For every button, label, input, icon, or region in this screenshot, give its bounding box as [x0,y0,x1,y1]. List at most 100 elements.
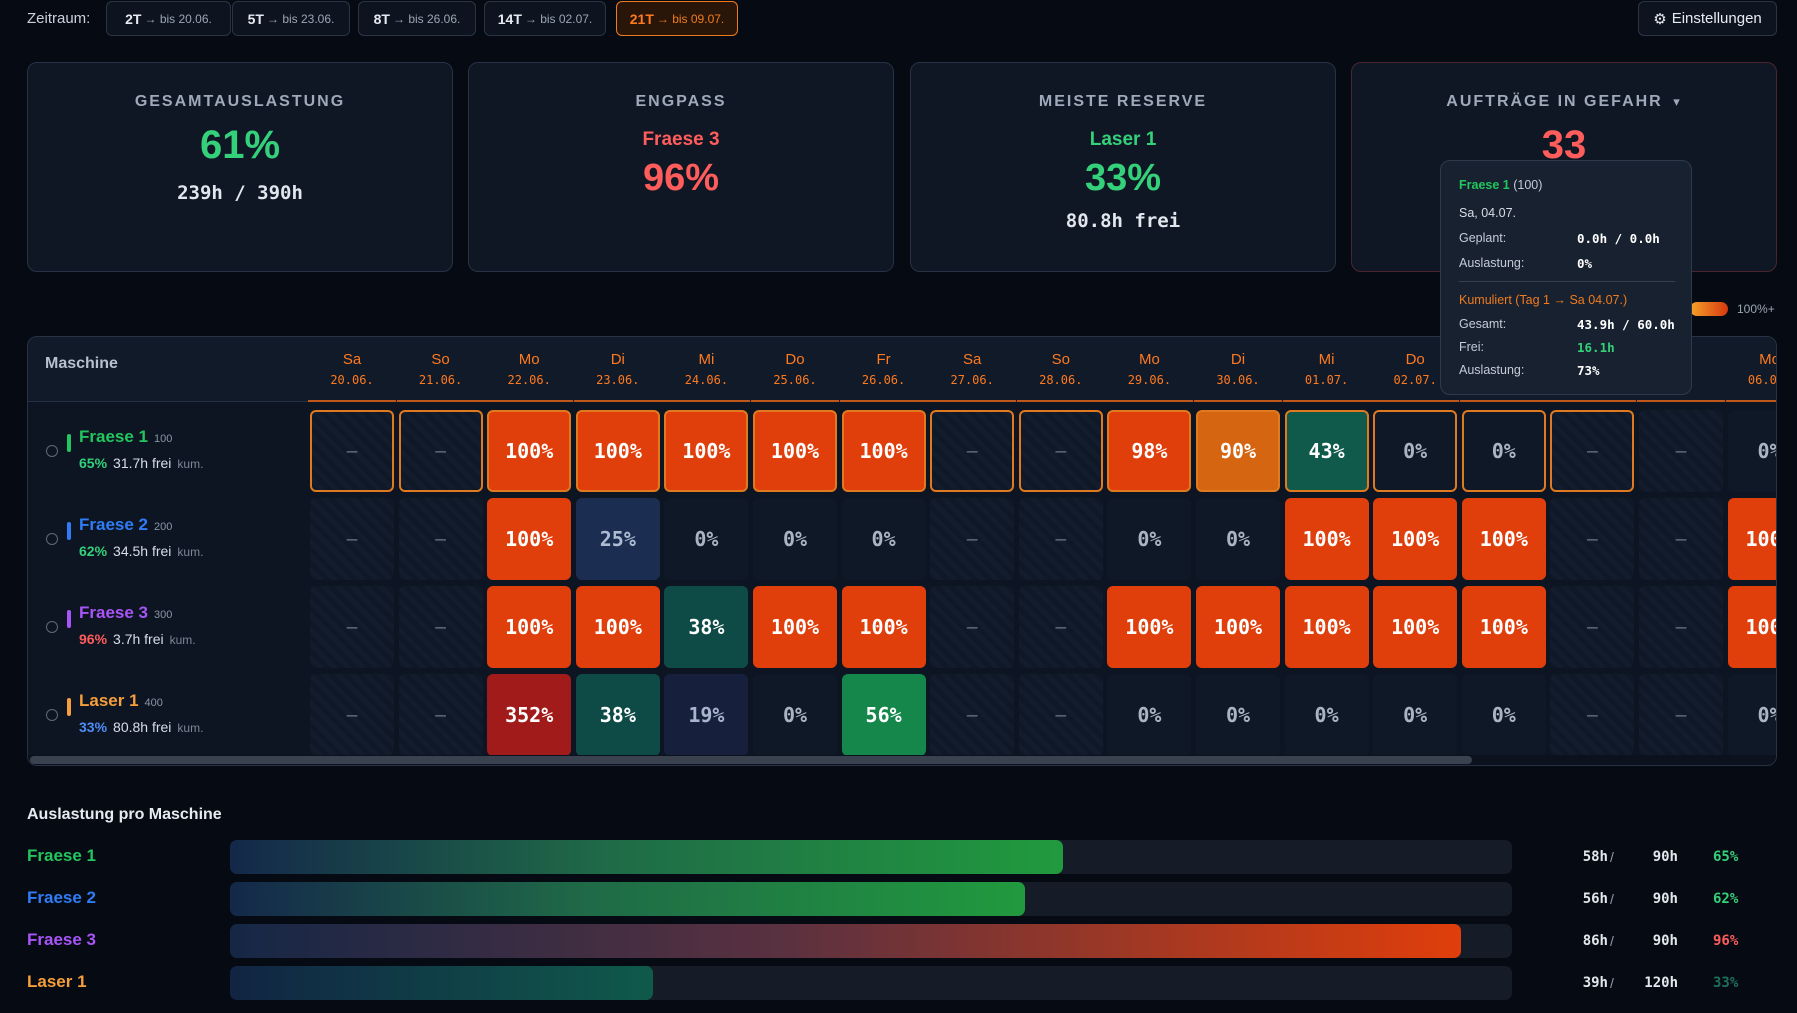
heatmap-cell[interactable]: 100% [841,586,926,668]
heatmap-cell[interactable]: 25% [575,498,660,580]
heatmap-cell[interactable]: 0% [1373,674,1458,756]
heatmap-cell[interactable]: 0% [1107,498,1192,580]
tooltip-total-label: Gesamt: [1459,317,1507,331]
machine-row[interactable]: Fraese 3 300 96% 3.7h frei kum. [28,583,278,671]
range-button-5t[interactable]: 5T → bis 23.06. [232,1,350,36]
utilization-heatmap[interactable]: Maschine Sa 20.06. So 21.06. Mo 22.06. Di 23.06… [27,336,1777,766]
heatmap-cell[interactable]: – [310,410,394,492]
heatmap-cell[interactable]: – [1550,674,1635,756]
heatmap-cell[interactable]: – [1018,498,1103,580]
heatmap-cell[interactable]: 100% [1107,586,1192,668]
machine-kum: kum. [177,721,204,735]
heatmap-cell[interactable]: – [1550,410,1635,492]
heatmap-cell[interactable]: 100% [753,586,837,668]
heatmap-cell[interactable]: – [930,410,1015,492]
tooltip-machine-id: (100) [1513,178,1543,192]
heatmap-cell[interactable]: 0% [1727,410,1776,492]
heatmap-cell[interactable]: 100% [575,410,660,492]
range-sub: → bis 23.06. [266,11,335,26]
heatmap-cell[interactable]: 100% [1727,586,1776,668]
heatmap-cell[interactable]: 100% [487,586,572,668]
heatmap-cell[interactable]: 0% [753,498,837,580]
heatmap-cell[interactable]: – [1550,586,1635,668]
settings-button[interactable]: ⚙ Einstellungen [1638,1,1777,36]
heatmap-cell[interactable]: 100% [664,410,749,492]
heatmap-cell[interactable]: 0% [664,498,749,580]
heatmap-cell[interactable]: 0% [753,674,837,756]
heatmap-cell[interactable]: – [1018,410,1103,492]
heatmap-cell[interactable]: 100% [1373,498,1458,580]
day-header [1548,337,1637,402]
heatmap-cell[interactable]: – [930,498,1015,580]
capacity-slash: / [1610,975,1614,991]
day-name: Mo [1138,351,1160,368]
heatmap-cell[interactable]: 0% [1461,674,1546,756]
heatmap-cell[interactable]: 43% [1284,410,1369,492]
heatmap-cell[interactable]: – [1639,410,1723,492]
heatmap-cell[interactable]: 100% [1727,498,1776,580]
heatmap-cell[interactable]: – [930,586,1015,668]
heatmap-cell[interactable]: 100% [575,586,660,668]
heatmap-cell[interactable]: – [310,586,394,668]
tooltip-cum-util-label: Auslastung: [1459,363,1525,377]
heatmap-cell[interactable]: 56% [841,674,926,756]
heatmap-cell[interactable]: 98% [1107,410,1192,492]
heatmap-cell[interactable]: – [398,498,483,580]
heatmap-cell[interactable]: 0% [1196,498,1280,580]
select-radio[interactable] [46,621,58,633]
heatmap-cell[interactable]: 100% [753,410,837,492]
select-radio[interactable] [46,533,58,545]
heatmap-cell[interactable]: 100% [841,410,926,492]
capacity-slash: / [1610,933,1614,949]
scrollbar-thumb[interactable] [30,756,1472,764]
machine-row[interactable]: Laser 1 400 33% 80.8h frei kum. [28,671,278,759]
heatmap-cell[interactable]: 0% [841,498,926,580]
heatmap-cell[interactable]: – [1639,674,1723,756]
heatmap-cell[interactable]: 100% [1461,586,1546,668]
capacity-section-title: Auslastung pro Maschine [27,806,222,823]
heatmap-cell[interactable]: – [398,586,483,668]
heatmap-cell[interactable]: – [1550,498,1635,580]
heatmap-cell[interactable]: 38% [664,586,749,668]
heatmap-cell[interactable]: 100% [1461,498,1546,580]
capacity-fill [230,966,654,1000]
heatmap-cell[interactable]: – [1018,674,1103,756]
machine-row[interactable]: Fraese 2 200 62% 34.5h frei kum. [28,495,278,583]
range-button-8t[interactable]: 8T → bis 26.06. [358,1,476,36]
range-button-21t[interactable]: 21T → bis 09.07. [616,1,738,36]
heatmap-cell[interactable]: 0% [1373,410,1458,492]
heatmap-cell[interactable]: 0% [1461,410,1546,492]
heatmap-cell[interactable]: 90% [1196,410,1280,492]
horizontal-scrollbar[interactable] [28,755,1776,765]
heatmap-cell[interactable]: 19% [664,674,749,756]
heatmap-cell[interactable]: – [1018,586,1103,668]
heatmap-cell[interactable]: – [398,410,483,492]
heatmap-cell[interactable]: – [1639,498,1723,580]
heatmap-cell[interactable]: – [1639,586,1723,668]
heatmap-cell[interactable]: 100% [1196,586,1280,668]
heatmap-cell[interactable]: – [310,498,394,580]
heatmap-cell[interactable]: 352% [487,674,572,756]
heatmap-cell[interactable]: 100% [1373,586,1458,668]
day-date: 02.07. [1393,373,1437,387]
machine-row[interactable]: Fraese 1 100 65% 31.7h frei kum. [28,407,278,495]
day-date: 28.06. [1039,373,1083,387]
select-radio[interactable] [46,445,58,457]
heatmap-cell[interactable]: 38% [575,674,660,756]
range-button-2t[interactable]: 2T → bis 20.06. [106,1,231,36]
heatmap-cell[interactable]: – [930,674,1015,756]
day-header [1637,337,1725,402]
heatmap-cell[interactable]: 0% [1196,674,1280,756]
range-button-14t[interactable]: 14T → bis 02.07. [484,1,606,36]
heatmap-cell[interactable]: 100% [487,410,572,492]
heatmap-cell[interactable]: 100% [1284,586,1369,668]
machine-name-text: Fraese 3 [79,603,148,622]
heatmap-cell[interactable]: 0% [1727,674,1776,756]
heatmap-cell[interactable]: 0% [1107,674,1192,756]
heatmap-cell[interactable]: – [310,674,394,756]
heatmap-cell[interactable]: 0% [1284,674,1369,756]
heatmap-cell[interactable]: 100% [1284,498,1369,580]
heatmap-cell[interactable]: 100% [487,498,572,580]
heatmap-cell[interactable]: – [398,674,483,756]
select-radio[interactable] [46,709,58,721]
